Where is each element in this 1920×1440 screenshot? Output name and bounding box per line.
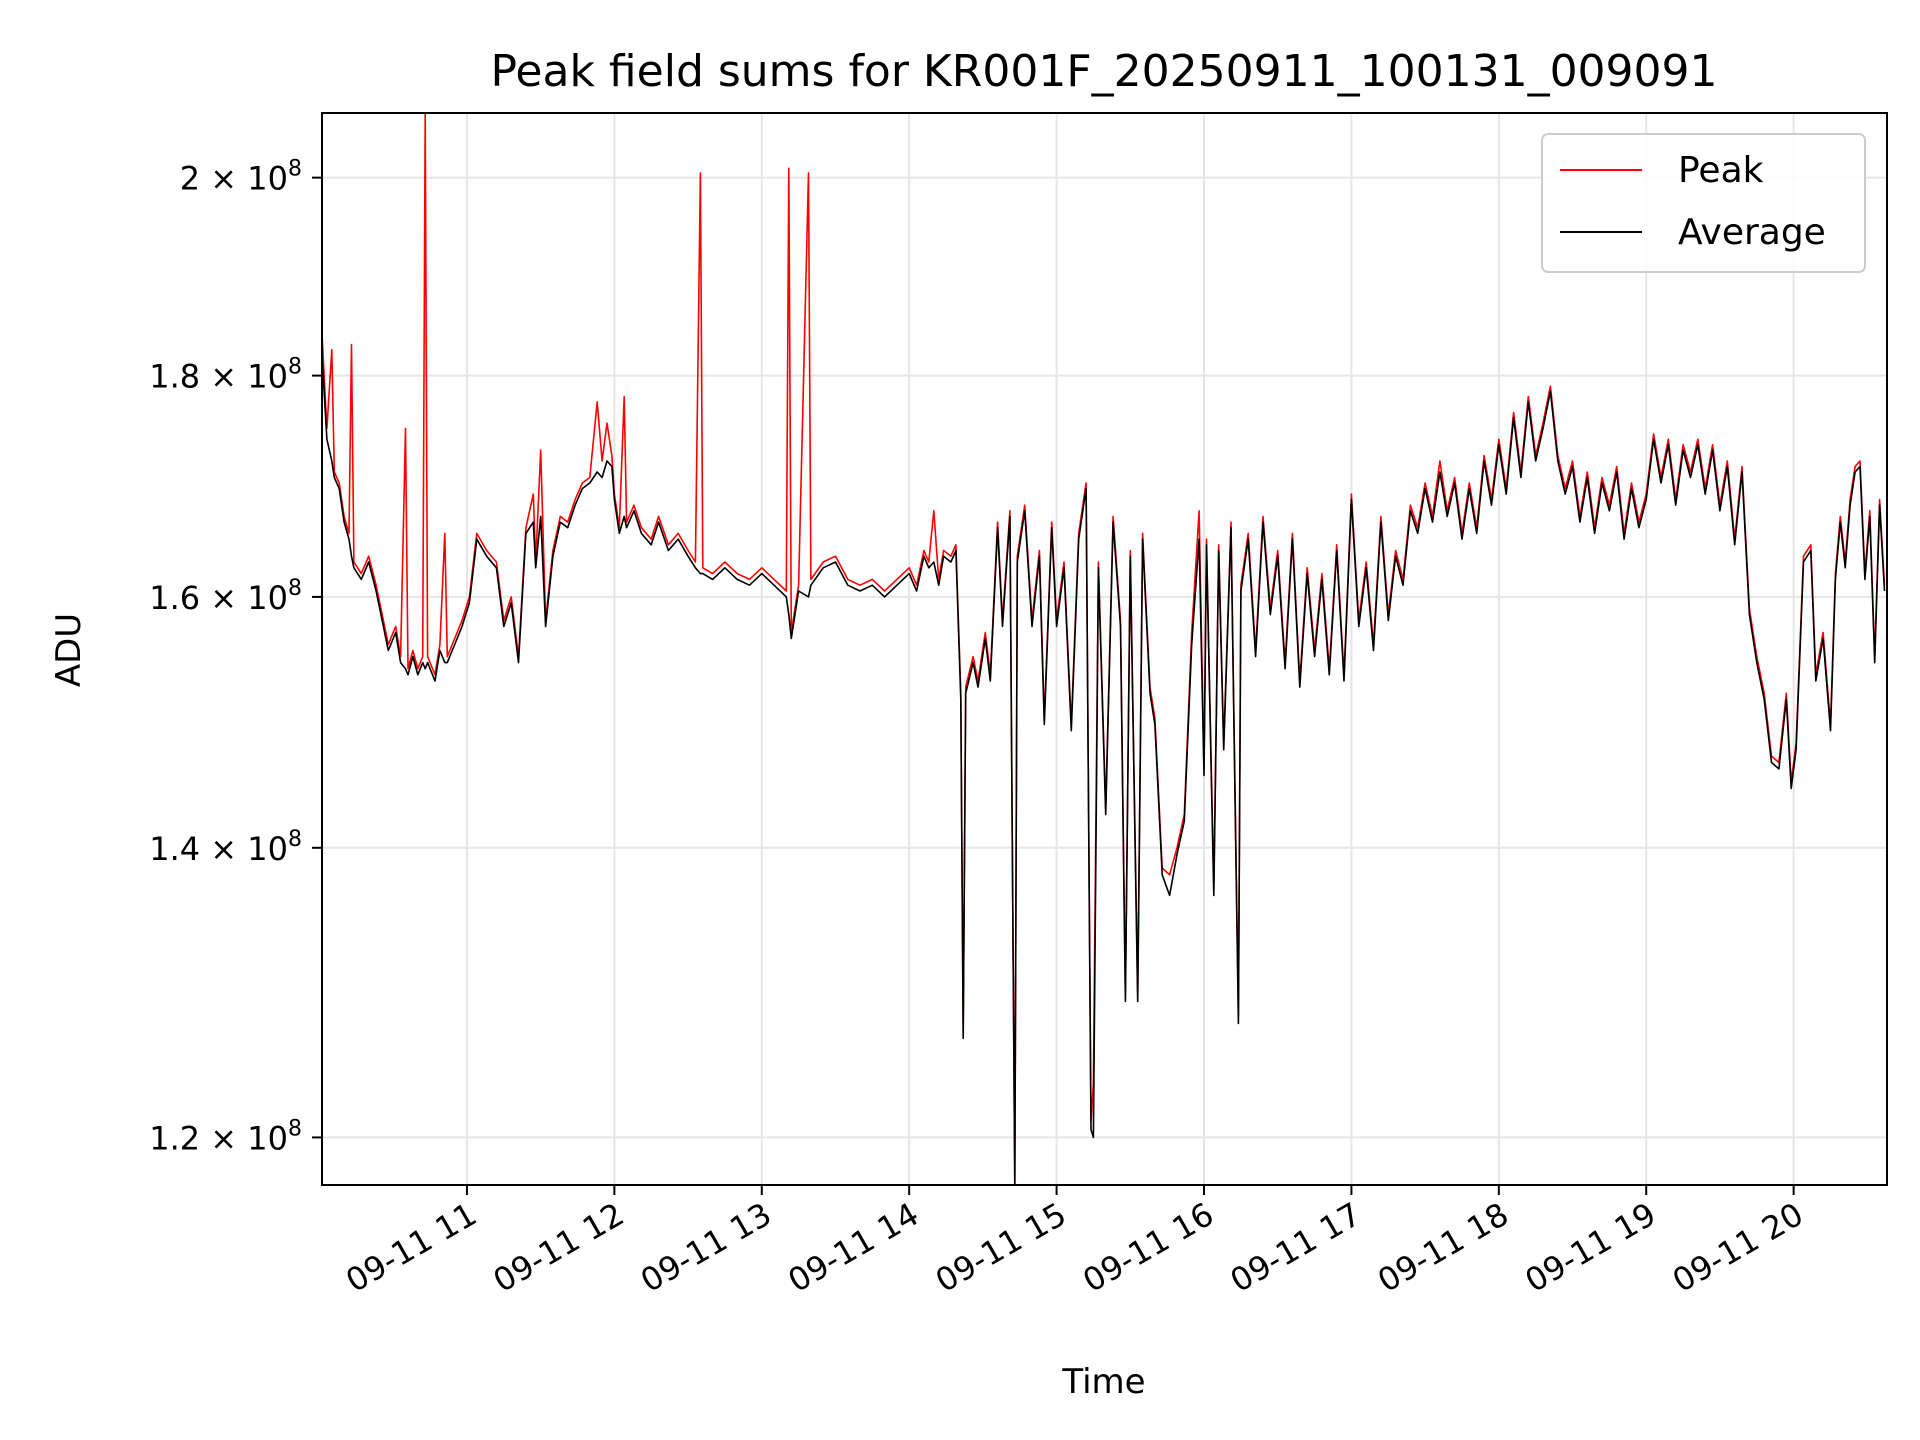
y-tick-times-sign: × 10 (200, 579, 288, 617)
grid-layer (322, 113, 1887, 1185)
y-tick-mantissa: 1.4 (149, 830, 200, 868)
y-tick-label: 1.2 × 108 (149, 1116, 302, 1157)
y-tick-exponent: 8 (288, 827, 302, 852)
y-tick-exponent: 8 (288, 355, 302, 380)
y-tick-exponent: 8 (288, 576, 302, 601)
y-tick-label: 1.6 × 108 (149, 576, 302, 617)
y-tick-exponent: 8 (288, 1116, 302, 1141)
plot-area-frame (321, 112, 1888, 1186)
y-tick-exponent: 8 (288, 157, 302, 182)
y-tick-times-sign: × 10 (200, 830, 288, 868)
y-tick-times-sign: × 10 (200, 1119, 288, 1157)
x-axis-label: Time (1061, 1362, 1145, 1402)
y-tick-times-sign: × 10 (200, 160, 288, 198)
legend-label-peak: Peak (1678, 150, 1764, 191)
y-axis-label: ADU (49, 613, 89, 687)
series-line-average (322, 354, 1886, 1185)
legend-box (1541, 133, 1866, 273)
y-tick-mantissa: 2 (180, 160, 200, 198)
y-tick-mantissa: 1.2 (149, 1119, 200, 1157)
y-tick-mantissa: 1.8 (149, 358, 200, 396)
legend-label-average: Average (1678, 212, 1826, 253)
y-tick-times-sign: × 10 (200, 358, 288, 396)
y-tick-label: 1.8 × 108 (149, 355, 302, 396)
y-tick-label: 2 × 108 (180, 157, 302, 198)
y-tick-label: 1.4 × 108 (149, 827, 302, 868)
legend: Peak Average (1541, 133, 1866, 273)
chart-title: Peak field sums for KR001F_20250911_1001… (490, 46, 1717, 97)
y-tick-mantissa: 1.6 (149, 579, 200, 617)
series-layer (322, 113, 1886, 1185)
